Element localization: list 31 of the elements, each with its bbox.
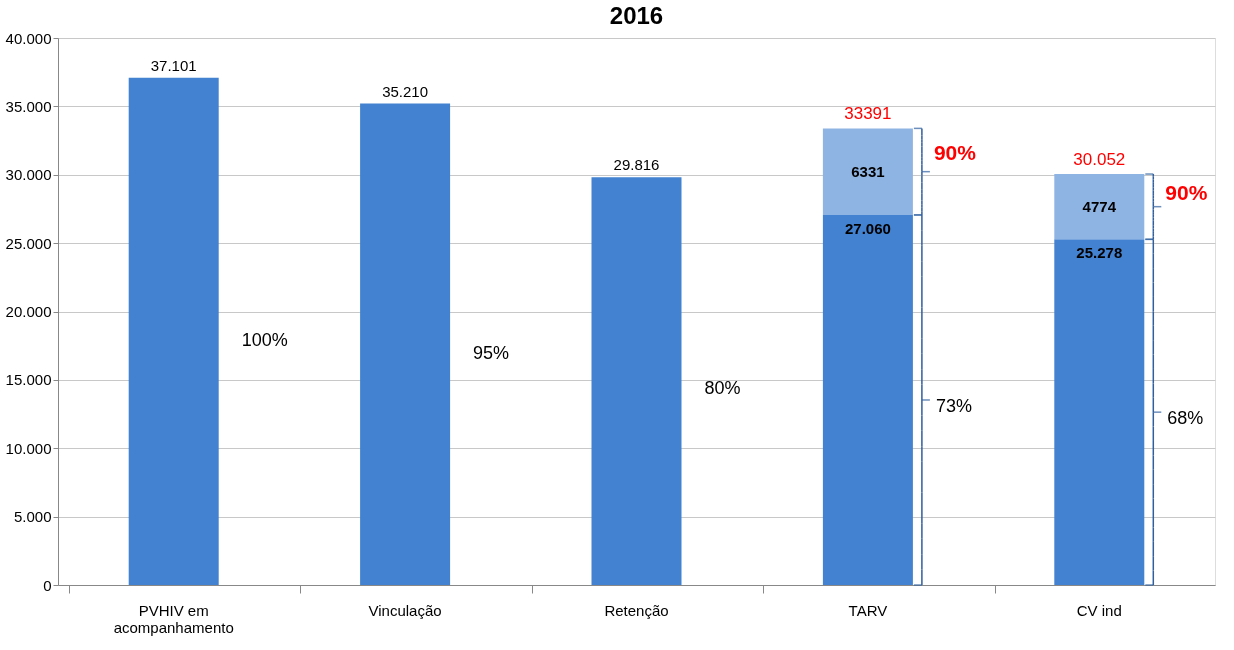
data-label: 35.210 (382, 82, 429, 100)
y-tick-label: 35.000 (5, 97, 52, 115)
annotation: 100% (241, 330, 288, 351)
data-label: 27.060 (844, 219, 891, 237)
y-tick-label: 25.000 (5, 234, 52, 252)
data-label: 37.101 (150, 56, 197, 74)
y-tick-label: 5.000 (13, 508, 52, 526)
data-label: 25.278 (1076, 244, 1123, 262)
annotation: 95% (473, 342, 510, 363)
annotation: 68% (1167, 408, 1204, 429)
total-label: 33391 (844, 104, 892, 124)
y-tick-label: 40.000 (5, 29, 52, 47)
y-tick-label: 10.000 (5, 439, 52, 457)
annotation: 73% (935, 396, 972, 417)
x-tick-label: Retenção (604, 601, 669, 619)
annotation: 90% (1165, 180, 1208, 204)
annotation: 90% (933, 141, 977, 165)
data-label: 6331 (851, 162, 885, 180)
x-tick-label: PVHIV em acompanhamento (113, 601, 234, 636)
x-tick-label: CV ind (1076, 601, 1122, 619)
y-tick-label: 0 (43, 576, 52, 594)
chart-title: 2016 (609, 2, 664, 29)
y-tick-label: 15.000 (5, 371, 52, 389)
data-label: 4774 (1082, 197, 1117, 215)
x-tick-label: TARV (848, 601, 888, 619)
x-tick-label: Vinculação (368, 601, 442, 619)
annotation: 80% (704, 378, 741, 399)
y-tick-label: 20.000 (5, 303, 52, 320)
total-label: 30.052 (1073, 150, 1126, 170)
y-tick-label: 30.000 (5, 166, 52, 184)
data-label: 29.816 (613, 156, 660, 174)
